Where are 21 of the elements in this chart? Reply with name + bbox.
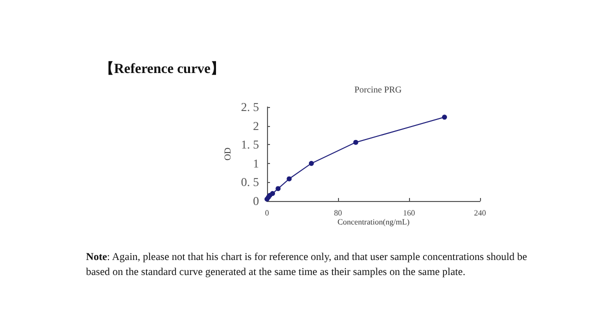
y-tick-label: 1 [253, 156, 259, 170]
text: Note: Again, please not that his chart is for reference only, and that user sample concentrations should be based on the standard curve generated at the same time as their samples on the same plate. [86, 251, 528, 280]
y-axis-title: OD [222, 147, 232, 160]
x-tick-label: 160 [403, 208, 415, 218]
x-tick-label: 0 [265, 208, 269, 218]
point [286, 176, 292, 182]
y-tick-label: 2. 5 [241, 100, 259, 114]
y-tick-label: 2 [253, 118, 259, 133]
point [353, 140, 358, 145]
point [276, 186, 281, 192]
y-tick-label: 0. 5 [241, 175, 259, 190]
point [442, 114, 447, 120]
y-tick-label: 1. 5 [241, 138, 259, 152]
chart-title: Porcine PRG [354, 84, 402, 94]
point [270, 190, 276, 196]
y-tick-label: 0 [253, 194, 259, 208]
text: 【Reference curve】 [100, 60, 225, 78]
point [308, 160, 314, 166]
x-tick-label: 240 [474, 208, 486, 218]
x-axis-title: Concentration(ng/mL) [338, 218, 410, 226]
x-tick-label: 80 [334, 208, 342, 218]
